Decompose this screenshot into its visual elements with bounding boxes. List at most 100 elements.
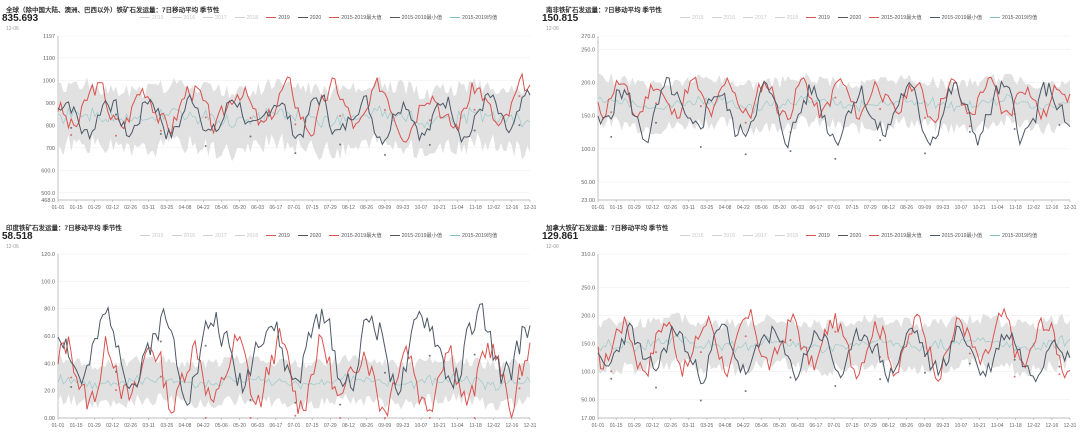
legend-item[interactable]: 2018: [774, 14, 798, 21]
legend-item[interactable]: 2016: [171, 14, 195, 21]
legend-item[interactable]: 2018: [234, 232, 258, 239]
legend-swatch: [171, 17, 182, 18]
legend-item[interactable]: 2015-2019最小值: [389, 14, 442, 21]
legend-label: 2015-2019最大值: [881, 15, 922, 21]
x-tick-label: 11-04: [991, 423, 1004, 429]
x-tick-label: 01-15: [610, 423, 623, 429]
data-point: [610, 377, 613, 380]
legend-swatch: [140, 235, 150, 236]
x-tick-label: 08-12: [882, 423, 895, 429]
legend-swatch: [837, 235, 848, 236]
x-tick-label: 04-08: [179, 205, 192, 211]
legend-label: 2018: [786, 232, 799, 239]
chart-title: 全球（除中国大陆、澳洲、巴西以外）铁矿石发运量：7日移动平均 季节性: [6, 7, 220, 14]
chart-plot[interactable]: 310.0 250.0 200.0 150.0 100.0 50.00 17.0001-01…: [540, 218, 1080, 436]
legend-item[interactable]: 2017: [743, 232, 767, 239]
chart-plot[interactable]: 1197 1100 1000 900 800 700 600.0 500.0468.001-0…: [0, 0, 540, 218]
legend-item[interactable]: 2015-2019最大值: [869, 232, 922, 239]
legend-item[interactable]: 2015: [140, 232, 164, 239]
legend-item[interactable]: 2015-2019最小值: [929, 232, 982, 239]
x-tick-label: 07-29: [864, 205, 877, 211]
legend-item[interactable]: 2019: [266, 232, 290, 239]
data-point: [968, 352, 971, 355]
x-tick-label: 01-15: [70, 205, 83, 211]
data-point: [294, 123, 297, 126]
data-point: [249, 417, 252, 419]
data-point: [879, 107, 882, 110]
legend-item[interactable]: 2015: [680, 14, 704, 21]
y-tick-label: 20.0: [44, 389, 55, 395]
legend-label: 2015-2019均值: [462, 15, 498, 21]
legend-item[interactable]: 2017: [203, 232, 227, 239]
legend-label: 2016: [723, 14, 736, 21]
legend-item[interactable]: 2017: [203, 14, 227, 21]
legend-item[interactable]: 2020: [297, 14, 321, 21]
legend[interactable]: 2015 2016 2017 2018 2019 2020 2015-2019最大值 2015…: [680, 232, 1037, 239]
legend-item[interactable]: 2016: [711, 14, 736, 21]
data-point: [70, 126, 73, 129]
legend-item[interactable]: 2015-2019均值: [990, 232, 1037, 239]
legend[interactable]: 2015 2016 2017 2018 2019 2020 2015-2019最大值 2015…: [140, 232, 497, 239]
x-tick-label: 09-23: [397, 205, 410, 211]
x-tick-label: 06-17: [809, 423, 822, 429]
legend[interactable]: 2015 2016 2017 2018 2019 2020 2015-2019最大值 2015…: [680, 14, 1037, 21]
data-point: [789, 339, 792, 342]
y-tick-label: 468.0: [41, 198, 55, 204]
series-line-2020: [57, 303, 531, 406]
legend-item[interactable]: 2020: [837, 14, 861, 21]
legend-label: 2015-2019均值: [1002, 15, 1038, 21]
data-point: [115, 134, 118, 137]
chart-plot[interactable]: 270.0 250.0 200.0 150.0 100.0 50.00 23.0001-01…: [540, 0, 1080, 218]
x-tick-label: 08-12: [882, 205, 895, 211]
legend-item[interactable]: 2015-2019均值: [450, 232, 497, 239]
x-tick-label: 10-07: [415, 423, 428, 429]
y-tick-label: 120.0: [41, 252, 55, 258]
legend-label: 2015-2019均值: [1002, 233, 1038, 239]
x-tick-label: 02-12: [646, 205, 659, 211]
data-point: [115, 389, 118, 392]
x-tick-label: 09-23: [397, 423, 410, 429]
legend-item[interactable]: 2019: [806, 14, 830, 21]
x-tick-label: 12-16: [1045, 205, 1058, 211]
legend-item[interactable]: 2015-2019最小值: [929, 14, 982, 21]
legend-item[interactable]: 2016: [171, 232, 195, 239]
last-value: 150.815: [542, 13, 579, 24]
legend-item[interactable]: 2015-2019均值: [990, 14, 1037, 21]
chart-title: 南非铁矿石发运量：7日移动平均 季节性: [546, 7, 662, 14]
legend-item[interactable]: 2018: [774, 232, 799, 239]
legend-item[interactable]: 2019: [266, 14, 290, 21]
series-line-avg: [57, 105, 531, 129]
x-tick-label: 05-20: [773, 205, 786, 211]
legend[interactable]: 2015 2016 2017 2018 2019 2020 2015-2019最大值 2015…: [140, 14, 497, 21]
series-line-2019: [57, 72, 531, 143]
y-tick-label: 150.0: [581, 342, 595, 348]
legend-swatch: [774, 235, 785, 236]
legend-item[interactable]: 2015-2019最大值: [329, 232, 382, 239]
legend-item[interactable]: 2015-2019均值: [450, 14, 497, 21]
legend-item[interactable]: 2018: [234, 14, 258, 21]
x-tick-label: 07-01: [288, 423, 301, 429]
data-point: [294, 152, 297, 155]
x-tick-label: 03-25: [701, 205, 714, 211]
legend-item[interactable]: 2020: [297, 232, 321, 239]
legend-item[interactable]: 2020: [837, 232, 861, 239]
x-tick-label: 10-07: [955, 423, 968, 429]
legend-item[interactable]: 2015: [140, 14, 164, 21]
legend-item[interactable]: 2016: [711, 232, 735, 239]
legend-item[interactable]: 2015: [680, 232, 704, 239]
legend-item[interactable]: 2015-2019最小值: [389, 232, 442, 239]
x-tick-label: 05-06: [755, 423, 768, 429]
legend-item[interactable]: 2015-2019最大值: [869, 14, 922, 21]
x-tick-label: 08-12: [342, 423, 355, 429]
legend-item[interactable]: 2015-2019最大值: [329, 14, 382, 21]
y-tick-label: 100.0: [41, 279, 55, 285]
data-point: [204, 144, 207, 147]
x-tick-label: 04-08: [179, 423, 192, 429]
x-tick-label: 12-31: [1064, 423, 1077, 429]
x-tick-label: 02-12: [106, 205, 119, 211]
legend-item[interactable]: 2017: [743, 14, 767, 21]
range-band: [598, 312, 1070, 377]
legend-label: 2015: [152, 232, 164, 239]
legend-item[interactable]: 2019: [806, 232, 830, 239]
